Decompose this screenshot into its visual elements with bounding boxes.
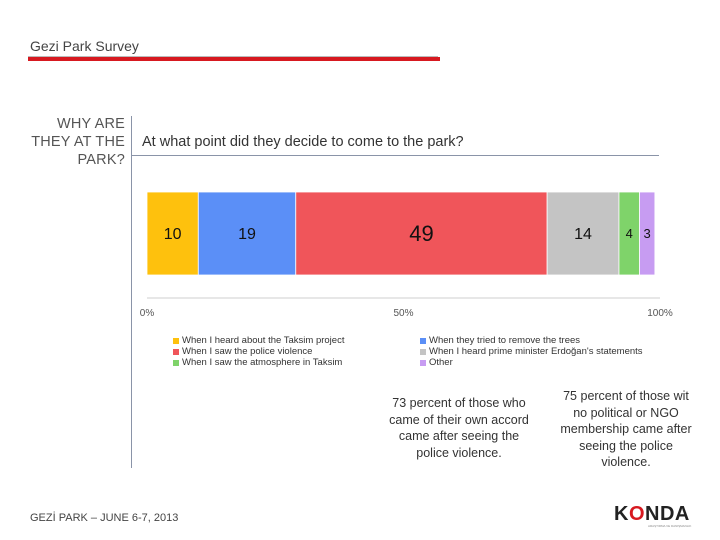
x-tick-label-50: 50% [393,308,413,319]
bar-segment-when-i-heard-about-the-taksim-project [146,191,199,276]
data-label-other: 3 [644,226,651,241]
legend-swatch [173,337,179,344]
footer-caption: GEZİ PARK – JUNE 6-7, 2013 [30,512,179,524]
question-rule [131,155,659,156]
vertical-divider [131,116,132,468]
legend-item-when-they-tried-to-remove-the-trees: When they tried to remove the trees [420,335,580,346]
legend-label: When they tried to remove the trees [429,335,581,346]
legend-item-when-i-saw-the-police-violence: When I saw the police violence [173,346,312,357]
legend-swatch [420,359,426,366]
section-label-line-3: PARK? [77,152,125,168]
note-police-violence-own-accord: 73 percent of those who came of their ow… [389,396,529,460]
legend-swatch [420,348,426,355]
header-rule [28,56,438,57]
logo-wordmark: KONDA [614,503,690,525]
note-police-violence-no-membership: 75 percent of those wit no political or … [560,389,692,469]
data-label-when-i-saw-the-police-violence: 49 [409,221,433,246]
legend-label: When I saw the atmosphere in Taksim [182,357,343,368]
legend-label: Other [429,357,453,368]
legend-label: When I heard about the Taksim project [182,335,345,346]
data-label-when-they-tried-to-remove-the-trees: 19 [238,226,256,243]
legend-label: When I saw the police violence [182,346,313,357]
x-tick-label-0: 0% [140,308,155,319]
page-title: Gezi Park Survey [30,38,139,54]
legend-label: When I heard prime minister Erdoğan's st… [429,346,643,357]
bar-segment-other [639,191,656,276]
bar-segment-when-i-heard-prime-minister-erdo-an-s-statements [546,191,620,276]
data-label-when-i-heard-about-the-taksim-project: 10 [164,226,182,243]
legend-swatch [173,348,179,355]
konda-logo: KONDA ARAŞTIRMA VE DANIŞMANLIK [614,503,700,529]
section-label-line-1: WHY ARE [56,116,125,132]
legend-item-when-i-heard-prime-minister-erdo-an-s-statements: When I heard prime minister Erdoğan's st… [420,346,643,357]
section-label-line-2: THEY AT THE [31,134,125,150]
section-label: WHY ARE THEY AT THE PARK? [10,115,125,169]
legend-item-when-i-saw-the-atmosphere-in-taksim: When I saw the atmosphere in Taksim [173,357,342,368]
data-label-when-i-heard-prime-minister-erdo-an-s-statements: 14 [574,226,592,243]
legend-item-when-i-heard-about-the-taksim-project: When I heard about the Taksim project [173,335,344,346]
stacked-bar-chart: 10 19 49 14 4 3 0% 50% 100% [140,191,673,319]
legend-swatch [173,359,179,366]
logo-tagline: ARAŞTIRMA VE DANIŞMANLIK [648,524,692,528]
legend-swatch [420,337,426,344]
chart-question: At what point did they decide to come to… [142,134,464,150]
data-label-when-i-saw-the-atmosphere-in-taksim: 4 [626,226,633,241]
header-accent-rule [28,57,440,61]
legend-item-other: Other [420,357,453,368]
x-tick-label-100: 100% [647,308,673,319]
